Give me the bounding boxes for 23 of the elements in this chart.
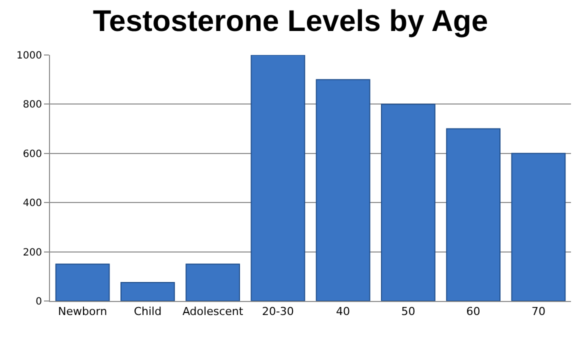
x-tick-label: 40	[336, 305, 350, 318]
y-tick-label: 800	[22, 100, 42, 111]
bar	[511, 152, 566, 301]
x-tick-label: 50	[401, 305, 416, 318]
bar	[186, 264, 240, 301]
x-tick-label: 70	[531, 305, 546, 318]
y-tick-label: 0	[36, 296, 42, 308]
y-tick-label: 1000	[16, 50, 42, 62]
x-tick-label: Child	[134, 305, 162, 318]
y-tick-label: 400	[22, 198, 42, 210]
bar	[380, 104, 436, 301]
y-tick-label: 600	[22, 148, 42, 160]
bar	[120, 282, 175, 301]
x-tick-label: 20-30	[262, 305, 294, 318]
bar	[316, 79, 370, 301]
x-tick-label: Adolescent	[182, 305, 244, 318]
bar	[250, 55, 306, 301]
x-tick-label: 60	[466, 305, 480, 318]
chart-title: Testosterone Levels by Age	[92, 5, 488, 38]
bar	[55, 264, 110, 301]
bar	[446, 128, 501, 301]
y-tick-label: 200	[22, 247, 42, 258]
x-tick-label: Newborn	[58, 305, 108, 318]
